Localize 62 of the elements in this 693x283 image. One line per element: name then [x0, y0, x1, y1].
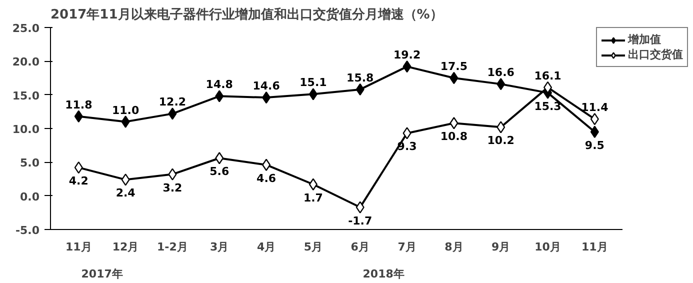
- x-tick-label: 7月: [398, 240, 416, 254]
- x-tick-label: 11月: [582, 240, 608, 254]
- point: [121, 116, 130, 128]
- chart-title: 2017年11月以来电子器件行业增加值和出口交货值分月增速（%）: [50, 6, 443, 22]
- data-label: 11.0: [112, 104, 140, 117]
- data-label: 19.2: [393, 48, 421, 62]
- legend-label: 出口交货值: [628, 47, 683, 62]
- point: [496, 121, 506, 134]
- point: [215, 152, 224, 164]
- y-tick-label: 25.0: [12, 22, 40, 35]
- data-label: 9.5: [584, 138, 604, 152]
- point: [308, 178, 318, 190]
- point: [74, 110, 83, 122]
- data-label: 4.2: [68, 174, 88, 188]
- x-tick-label: 5月: [304, 240, 323, 254]
- data-label: 15.1: [300, 76, 327, 90]
- x-tick-label: 10月: [534, 240, 561, 254]
- x-tick-label: 4月: [256, 240, 276, 254]
- data-label: 1.7: [303, 191, 323, 204]
- point: [308, 88, 318, 100]
- data-label: 5.6: [210, 165, 230, 178]
- y-tick-label: 15.0: [12, 89, 40, 102]
- data-label: 12.2: [158, 96, 186, 109]
- point: [215, 90, 224, 102]
- point: [262, 158, 271, 171]
- x-tick-label: 8月: [444, 240, 464, 254]
- point: [168, 168, 177, 180]
- data-label: 10.8: [440, 130, 468, 144]
- x-tick-label: 3月: [210, 240, 229, 254]
- point: [450, 117, 458, 130]
- data-label: 11.4: [581, 101, 609, 114]
- data-label: 4.6: [256, 172, 276, 185]
- data-label: -1.7: [348, 214, 372, 228]
- data-label: 2.4: [116, 186, 136, 200]
- point: [168, 108, 177, 120]
- text: 2017年: [81, 268, 123, 280]
- legend-label: 增加值: [628, 32, 661, 47]
- data-label: 11.8: [65, 98, 92, 112]
- data-label: 3.2: [162, 181, 182, 194]
- x-tick-label: 12月: [112, 240, 139, 254]
- y-tick-label: 0.0: [20, 190, 40, 204]
- data-label: 15.8: [346, 71, 374, 84]
- data-label: 15.3: [534, 100, 562, 113]
- x-tick-label: 11月: [65, 240, 92, 254]
- y-tick-label: -5.0: [15, 224, 40, 237]
- data-label: 16.1: [534, 69, 562, 82]
- point: [121, 174, 130, 186]
- data-label: 17.5: [440, 60, 468, 73]
- x-tick-label: 6月: [350, 240, 370, 254]
- x-tick-label: 1-2月: [157, 240, 188, 254]
- data-label: 14.8: [206, 78, 233, 92]
- text: 2018年: [362, 268, 404, 280]
- data-label: 16.6: [487, 66, 515, 80]
- y-tick-label: 5.0: [20, 156, 40, 170]
- point: [356, 201, 364, 214]
- x-tick-label: 9月: [492, 240, 510, 254]
- data-label: 10.2: [487, 134, 514, 148]
- point: [402, 127, 412, 140]
- point: [590, 126, 599, 138]
- data-label: 14.6: [252, 80, 280, 93]
- y-tick-label: 10.0: [12, 123, 40, 136]
- y-tick-label: 20.0: [12, 56, 40, 69]
